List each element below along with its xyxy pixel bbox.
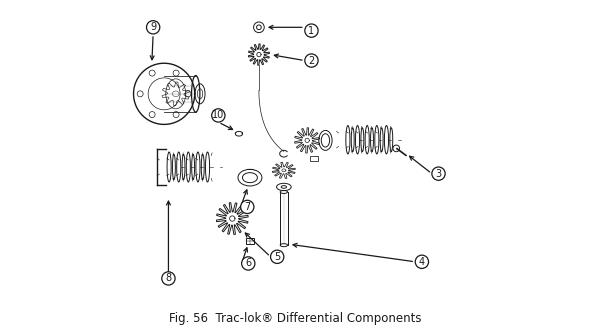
Circle shape <box>241 200 254 213</box>
Circle shape <box>432 167 445 180</box>
Bar <box>246 238 254 244</box>
Circle shape <box>271 250 284 264</box>
Text: 6: 6 <box>245 259 251 269</box>
Circle shape <box>242 257 255 270</box>
Circle shape <box>415 255 428 269</box>
Circle shape <box>305 24 318 37</box>
Text: 1: 1 <box>309 26 314 36</box>
Circle shape <box>162 272 175 285</box>
Bar <box>310 156 318 161</box>
Circle shape <box>147 21 160 34</box>
Text: 4: 4 <box>419 257 425 267</box>
Text: 8: 8 <box>165 274 171 284</box>
Circle shape <box>212 109 225 122</box>
Text: Fig. 56  Trac-lok® Differential Components: Fig. 56 Trac-lok® Differential Component… <box>169 312 422 325</box>
Text: 10: 10 <box>212 111 225 121</box>
Text: 7: 7 <box>244 202 251 212</box>
Text: 2: 2 <box>309 55 314 65</box>
Text: 3: 3 <box>436 169 441 179</box>
Text: 9: 9 <box>150 22 156 32</box>
Circle shape <box>305 54 318 67</box>
Text: 5: 5 <box>274 252 280 262</box>
